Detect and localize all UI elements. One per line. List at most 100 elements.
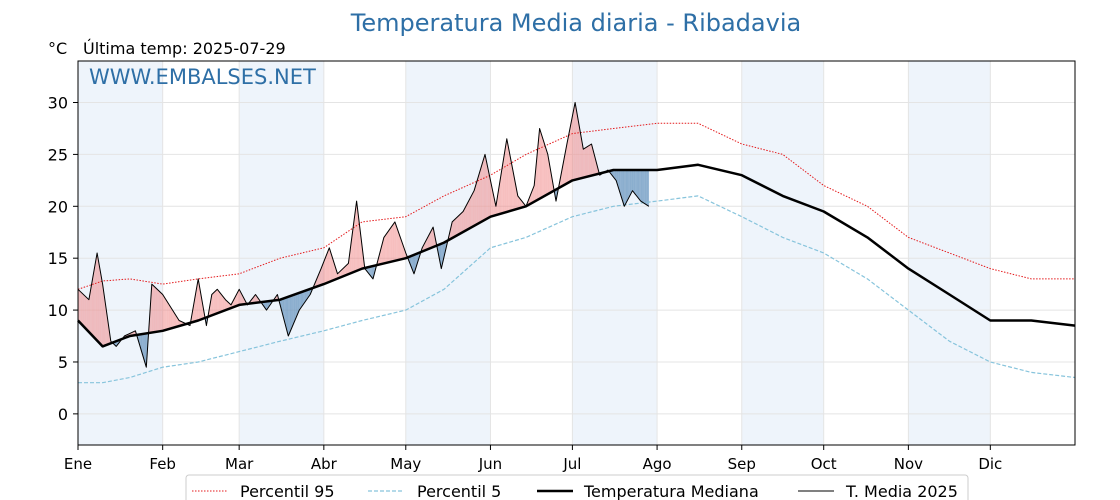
series-lines <box>77 102 1076 384</box>
above-median-fill <box>506 138 509 212</box>
month-band <box>239 61 324 445</box>
below-median-fill <box>642 169 644 203</box>
above-median-fill <box>487 167 490 219</box>
below-median-fill <box>444 241 446 257</box>
above-median-fill <box>101 276 103 347</box>
below-median-fill <box>295 293 297 320</box>
y-tick-label: 5 <box>58 353 68 372</box>
above-median-fill <box>509 153 511 212</box>
y-axis: 0 5 10 15 20 25 30 <box>48 94 78 424</box>
above-median-fill <box>87 298 89 332</box>
above-median-fill <box>389 227 391 263</box>
x-tick-label: Mar <box>225 455 254 473</box>
below-median-fill <box>624 169 626 207</box>
below-median-fill <box>643 169 645 204</box>
above-median-fill <box>587 145 589 177</box>
above-median-fill <box>198 278 200 321</box>
above-median-fill <box>340 269 342 278</box>
above-median-fill <box>512 167 514 211</box>
above-median-fill <box>394 221 397 261</box>
above-median-fill <box>500 172 502 214</box>
x-tick-label: Nov <box>894 455 923 473</box>
t-media-2025-line <box>77 102 650 368</box>
above-median-fill <box>236 291 238 306</box>
above-median-fill <box>345 264 348 276</box>
below-median-fill <box>640 169 643 202</box>
x-tick-label: Jun <box>478 455 502 473</box>
above-median-fill <box>539 128 541 199</box>
legend-box <box>185 474 969 500</box>
above-median-fill <box>319 268 322 286</box>
above-median-fill <box>452 220 454 239</box>
above-median-fill <box>386 231 389 263</box>
above-median-fill <box>575 102 577 180</box>
above-median-fill <box>330 252 333 282</box>
above-median-fill <box>538 128 540 200</box>
above-median-fill <box>390 225 393 262</box>
above-median-fill <box>586 146 588 177</box>
above-median-fill <box>155 288 158 332</box>
below-median-fill <box>284 297 286 326</box>
x-tick-label: Sep <box>728 455 756 473</box>
above-median-fill <box>196 278 199 321</box>
above-median-fill <box>588 144 591 177</box>
above-median-fill <box>276 294 278 301</box>
percentil-5-line <box>78 195 1076 384</box>
above-median-fill <box>478 172 480 224</box>
x-axis: Ene Feb Mar Abr May Jun Jul Ago Sep Oct Nov Dic <box>64 445 1002 473</box>
above-median-fill <box>471 193 473 228</box>
below-median-fill <box>625 169 628 204</box>
above-median-fill <box>254 294 256 303</box>
below-median-fill <box>289 295 292 333</box>
above-median-fill <box>164 296 166 331</box>
above-median-fill <box>571 116 573 182</box>
above-median-fill <box>174 313 177 328</box>
above-median-fill <box>217 289 219 314</box>
above-median-fill <box>480 163 483 223</box>
below-median-fill <box>371 265 374 279</box>
month-bands <box>78 61 991 445</box>
above-median-fill <box>166 301 169 330</box>
legend-label: Percentil 5 <box>417 482 501 500</box>
above-median-fill <box>564 151 566 185</box>
y-tick-label: 10 <box>48 301 68 320</box>
x-tick-label: Feb <box>149 455 176 473</box>
above-median-fill <box>214 290 216 315</box>
above-median-fill <box>94 260 96 340</box>
above-median-fill <box>584 147 587 178</box>
above-median-fill <box>572 109 574 181</box>
above-median-fill <box>398 233 401 260</box>
x-tick-label: May <box>390 455 421 473</box>
chart-subtitle: Última temp: 2025-07-29 <box>83 39 286 58</box>
above-median-fill <box>321 265 323 286</box>
above-median-fill <box>240 291 242 305</box>
above-median-fill <box>153 285 155 333</box>
month-band <box>741 61 824 445</box>
below-median-fill <box>143 333 145 363</box>
below-median-fill <box>286 296 289 337</box>
below-median-fill <box>632 169 634 193</box>
above-median-fill <box>573 102 576 181</box>
above-median-fill <box>501 164 503 214</box>
above-median-fill <box>342 267 345 277</box>
above-median-fill <box>460 212 462 234</box>
below-median-fill <box>627 169 629 202</box>
below-median-fill <box>416 253 419 266</box>
grid-lines <box>77 61 1075 445</box>
month-band <box>572 61 658 445</box>
above-median-fill <box>590 144 592 176</box>
above-median-fill <box>583 148 585 178</box>
below-median-fill <box>413 254 416 274</box>
above-median-fill <box>222 296 225 312</box>
below-median-fill <box>621 169 623 202</box>
x-tick-label: Dic <box>978 455 1002 473</box>
above-median-fill <box>332 256 334 281</box>
above-median-fill <box>542 137 544 198</box>
above-median-fill <box>566 137 569 184</box>
above-median-fill <box>355 201 357 272</box>
legend-label: T. Media 2025 <box>845 482 958 500</box>
above-median-fill <box>162 294 165 331</box>
above-median-fill <box>431 227 434 248</box>
above-median-fill <box>213 291 215 315</box>
